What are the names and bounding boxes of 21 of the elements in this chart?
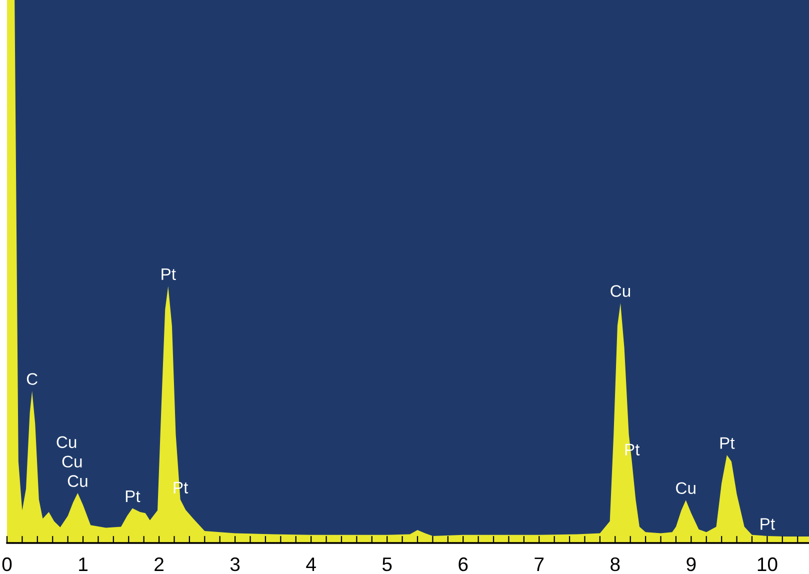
annotation: Pt bbox=[760, 518, 775, 530]
x-tick-label: 6 bbox=[458, 557, 468, 572]
x-tick-label: 2 bbox=[154, 557, 164, 571]
annotation: Pt bbox=[720, 437, 735, 449]
x-tick-label: 8 bbox=[610, 557, 620, 572]
annotation: Cu bbox=[610, 285, 630, 297]
x-tick-label: 7 bbox=[534, 558, 544, 571]
x-tick-label: 10 bbox=[758, 557, 778, 572]
annotation: Cu bbox=[62, 456, 82, 468]
x-tick-label: 0 bbox=[2, 557, 12, 572]
annotation: Cu bbox=[68, 475, 88, 487]
annotation: Pt bbox=[162, 268, 176, 280]
x-tick-label: 3 bbox=[230, 557, 240, 572]
annotation: Cu bbox=[56, 436, 76, 448]
annotation: Pt bbox=[126, 490, 140, 502]
x-tick-label: 1 bbox=[79, 558, 88, 571]
x-tick-label: 9 bbox=[686, 557, 696, 572]
annotation: C bbox=[26, 373, 38, 385]
annotation: Cu bbox=[676, 482, 696, 494]
x-tick-label: 4 bbox=[306, 558, 316, 571]
x-tick-label: 5 bbox=[382, 558, 392, 572]
